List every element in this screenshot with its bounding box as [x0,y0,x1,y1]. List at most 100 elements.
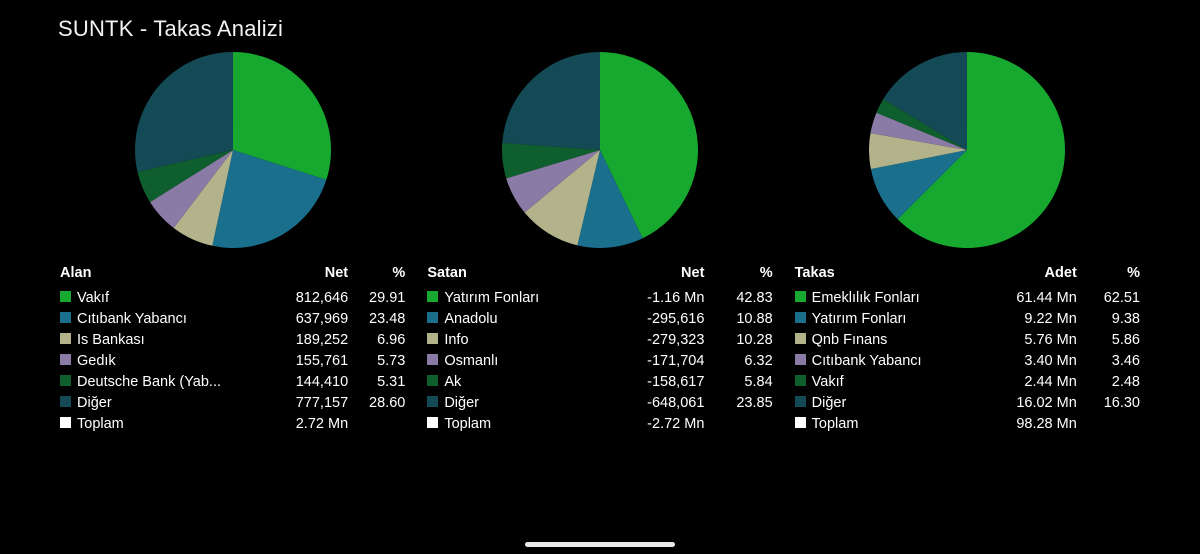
legend-pct: 6.32 [708,350,776,371]
color-swatch [427,333,438,344]
legend-label-cell: Info [423,329,608,350]
legend-label-cell: Qnb Fınans [791,329,983,350]
legend-total-row: Toplam98.28 Mn [791,413,1144,434]
legend-pct: 23.48 [352,308,409,329]
legend-total-label-cell: Toplam [56,413,274,434]
legend-label: Cıtıbank Yabancı [812,353,922,369]
color-swatch [60,354,71,365]
home-indicator-bar [525,542,675,547]
col-header-label: Alan [56,262,274,287]
page-title: SUNTK - Takas Analizi [58,16,1144,42]
color-swatch [60,417,71,428]
legend-label-cell: Diğer [791,392,983,413]
legend-label-cell: Ak [423,371,608,392]
legend-pct: 5.86 [1081,329,1144,350]
color-swatch [60,291,71,302]
color-swatch [60,375,71,386]
legend-row: Ak-158,6175.84 [423,371,776,392]
col-header-pct: % [352,262,409,287]
legend-label-cell: Vakıf [56,287,274,308]
legend-row: Is Bankası189,2526.96 [56,329,409,350]
legend-label-cell: Yatırım Fonları [791,308,983,329]
color-swatch [795,333,806,344]
legend-pct: 29.91 [352,287,409,308]
legend-label-cell: Vakıf [791,371,983,392]
color-swatch [427,354,438,365]
legend-row: Vakıf 2.44 Mn2.48 [791,371,1144,392]
legend-label: Cıtıbank Yabancı [77,311,187,327]
legend-pct: 5.84 [708,371,776,392]
col-header-pct: % [708,262,776,287]
legend-row: Qnb Fınans5.76 Mn5.86 [791,329,1144,350]
legend-pct: 16.30 [1081,392,1144,413]
legend-value: 637,969 [274,308,352,329]
legend-value: 2.44 Mn [983,371,1081,392]
panels-row: AlanNet%Vakıf812,64629.91Cıtıbank Yabanc… [56,52,1144,434]
legend-label-cell: Anadolu [423,308,608,329]
legend-label: Diğer [444,395,479,411]
col-header-label: Takas [791,262,983,287]
legend-total-row: Toplam2.72 Mn [56,413,409,434]
legend-value: 16.02 Mn [983,392,1081,413]
color-swatch [795,417,806,428]
legend-label: Yatırım Fonları [444,290,539,306]
legend-label-cell: Diğer [56,392,274,413]
chart-wrap [423,52,776,248]
color-swatch [795,291,806,302]
legend-row: Osmanlı-171,7046.32 [423,350,776,371]
legend-row: Diğer777,15728.60 [56,392,409,413]
legend-label-cell: Is Bankası [56,329,274,350]
color-swatch [427,417,438,428]
legend-row: Vakıf812,64629.91 [56,287,409,308]
legend-row: Deutsche Bank (Yab...144,4105.31 [56,371,409,392]
legend-label: Yatırım Fonları [812,311,907,327]
chart-panel: TakasAdet%Emeklılık Fonları61.44 Mn62.51… [791,52,1144,434]
chart-panel: AlanNet%Vakıf812,64629.91Cıtıbank Yabanc… [56,52,409,434]
legend-total-label: Toplam [812,416,859,432]
legend-label: Vakıf [812,374,844,390]
pie-chart [869,52,1065,248]
legend-pct: 42.83 [708,287,776,308]
legend-pct: 2.48 [1081,371,1144,392]
legend-row: Yatırım Fonları9.22 Mn9.38 [791,308,1144,329]
legend-label: Osmanlı [444,353,498,369]
legend-label: Anadolu [444,311,497,327]
legend-total-pct [352,413,409,434]
legend-label: Is Bankası [77,332,145,348]
legend-label-cell: Emeklılık Fonları [791,287,983,308]
color-swatch [427,375,438,386]
legend-row: Gedık155,7615.73 [56,350,409,371]
legend-label: Vakıf [77,290,109,306]
legend-label-cell: Deutsche Bank (Yab... [56,371,274,392]
legend-pct: 23.85 [708,392,776,413]
chart-wrap [56,52,409,248]
legend-table: AlanNet%Vakıf812,64629.91Cıtıbank Yabanc… [56,262,409,434]
legend-pct: 3.46 [1081,350,1144,371]
legend-row: Anadolu-295,61610.88 [423,308,776,329]
legend-pct: 5.31 [352,371,409,392]
color-swatch [795,312,806,323]
legend-total-row: Toplam-2.72 Mn [423,413,776,434]
legend-total-label-cell: Toplam [423,413,608,434]
page-root: SUNTK - Takas Analizi AlanNet%Vakıf812,6… [0,0,1200,434]
legend-label: Gedık [77,353,116,369]
col-header-value: Adet [983,262,1081,287]
legend-value: -1.16 Mn [608,287,709,308]
legend-value: 777,157 [274,392,352,413]
legend-label-cell: Cıtıbank Yabancı [56,308,274,329]
legend-value: 61.44 Mn [983,287,1081,308]
legend-label-cell: Diğer [423,392,608,413]
legend-label-cell: Gedık [56,350,274,371]
legend-total-label: Toplam [444,416,491,432]
legend-label: Info [444,332,468,348]
legend-value: 5.76 Mn [983,329,1081,350]
legend-total-label-cell: Toplam [791,413,983,434]
chart-panel: SatanNet%Yatırım Fonları-1.16 Mn42.83Ana… [423,52,776,434]
legend-value: -158,617 [608,371,709,392]
color-swatch [60,312,71,323]
legend-label-cell: Yatırım Fonları [423,287,608,308]
legend-total-pct [708,413,776,434]
color-swatch [795,354,806,365]
chart-wrap [791,52,1144,248]
legend-value: -279,323 [608,329,709,350]
